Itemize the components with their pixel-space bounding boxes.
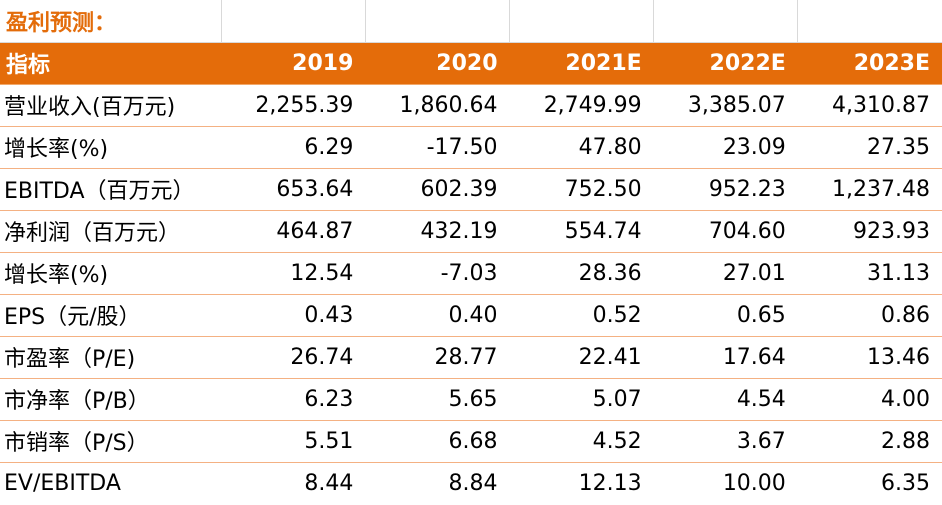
table-cell: 31.13 — [797, 252, 942, 295]
table-cell: 27.35 — [797, 126, 942, 169]
header-year: 2021E — [509, 42, 654, 85]
title-row: 盈利预测： — [0, 0, 942, 43]
table-row: EPS（元/股） 0.43 0.40 0.52 0.65 0.86 — [0, 294, 942, 337]
table-row: EV/EBITDA 8.44 8.84 12.13 10.00 6.35 — [0, 462, 942, 504]
table-cell: 4,310.87 — [797, 84, 942, 127]
row-label: 增长率(%) — [0, 126, 222, 169]
table-cell: -17.50 — [365, 126, 510, 169]
table-title: 盈利预测： — [0, 0, 222, 43]
table-row: 营业收入(百万元) 2,255.39 1,860.64 2,749.99 3,3… — [0, 84, 942, 127]
table-cell: 464.87 — [221, 210, 366, 253]
table-cell: 0.52 — [509, 294, 654, 337]
table-title-text: 盈利预测： — [6, 9, 117, 36]
row-label: EPS（元/股） — [0, 294, 222, 337]
table-cell: 2,749.99 — [509, 84, 654, 127]
table-cell: 3.67 — [653, 420, 798, 463]
table-cell: 2.88 — [797, 420, 942, 463]
table-cell: 4.00 — [797, 378, 942, 421]
table-row: 市净率（P/B） 6.23 5.65 5.07 4.54 4.00 — [0, 378, 942, 421]
table-cell: 4.52 — [509, 420, 654, 463]
table-cell: 752.50 — [509, 168, 654, 211]
table-cell: 6.23 — [221, 378, 366, 421]
table-row: 市盈率（P/E) 26.74 28.77 22.41 17.64 13.46 — [0, 336, 942, 379]
table-cell: 47.80 — [509, 126, 654, 169]
table-cell: 3,385.07 — [653, 84, 798, 127]
row-label: EBITDA（百万元） — [0, 168, 222, 211]
table-cell: -7.03 — [365, 252, 510, 295]
header-row: 指标 2019 2020 2021E 2022E 2023E — [0, 42, 942, 85]
table-cell: 23.09 — [653, 126, 798, 169]
table-row: 增长率(%) 6.29 -17.50 47.80 23.09 27.35 — [0, 126, 942, 169]
row-label: 净利润（百万元） — [0, 210, 222, 253]
header-year: 2020 — [365, 42, 510, 85]
header-label: 指标 — [0, 42, 222, 85]
header-year: 2023E — [797, 42, 942, 85]
header-year: 2019 — [221, 42, 366, 85]
table-row: EBITDA（百万元） 653.64 602.39 752.50 952.23 … — [0, 168, 942, 211]
table-cell: 28.77 — [365, 336, 510, 379]
table-cell: 0.86 — [797, 294, 942, 337]
table-cell: 2,255.39 — [221, 84, 366, 127]
table-row: 净利润（百万元） 464.87 432.19 554.74 704.60 923… — [0, 210, 942, 253]
empty-cell — [653, 0, 799, 43]
table-cell: 0.65 — [653, 294, 798, 337]
table-cell: 1,237.48 — [797, 168, 942, 211]
table-cell: 12.13 — [578, 470, 642, 496]
table-row: 增长率(%) 12.54 -7.03 28.36 27.01 31.13 — [0, 252, 942, 295]
table-cell: 8.44 — [304, 470, 354, 496]
table-cell: 17.64 — [653, 336, 798, 379]
table-cell: 8.84 — [448, 470, 498, 496]
table-cell: 6.29 — [221, 126, 366, 169]
table-cell: 602.39 — [365, 168, 510, 211]
table-cell: 27.01 — [653, 252, 798, 295]
table-cell: 432.19 — [365, 210, 510, 253]
table-cell: 4.54 — [653, 378, 798, 421]
table-cell: 1,860.64 — [365, 84, 510, 127]
table-cell: 12.54 — [221, 252, 366, 295]
row-label: 市净率（P/B） — [0, 378, 222, 421]
table-cell: 0.40 — [365, 294, 510, 337]
table-cell: 0.43 — [221, 294, 366, 337]
table-cell: 653.64 — [221, 168, 366, 211]
table-cell: 26.74 — [221, 336, 366, 379]
table-cell: 5.07 — [509, 378, 654, 421]
table-cell: 28.36 — [509, 252, 654, 295]
table-row: 市销率（P/S） 5.51 6.68 4.52 3.67 2.88 — [0, 420, 942, 463]
table-cell: 22.41 — [509, 336, 654, 379]
row-label: 市销率（P/S） — [0, 420, 222, 463]
table-cell: 923.93 — [797, 210, 942, 253]
table-cell: 6.35 — [881, 470, 930, 496]
empty-cell — [221, 0, 366, 43]
table-cell: 704.60 — [653, 210, 798, 253]
header-year: 2022E — [653, 42, 798, 85]
table-cell: 5.65 — [365, 378, 510, 421]
table-cell: 6.68 — [365, 420, 510, 463]
empty-cell — [365, 0, 511, 43]
row-label: 市盈率（P/E) — [0, 336, 222, 379]
row-label: EV/EBITDA — [4, 470, 121, 496]
table-cell: 13.46 — [797, 336, 942, 379]
table-cell: 5.51 — [221, 420, 366, 463]
row-label: 增长率(%) — [0, 252, 222, 295]
empty-cell — [509, 0, 655, 43]
table-cell: 554.74 — [509, 210, 654, 253]
empty-cell — [797, 0, 942, 43]
table-cell: 952.23 — [653, 168, 798, 211]
row-label: 营业收入(百万元) — [0, 84, 222, 127]
table-cell: 10.00 — [722, 470, 786, 496]
